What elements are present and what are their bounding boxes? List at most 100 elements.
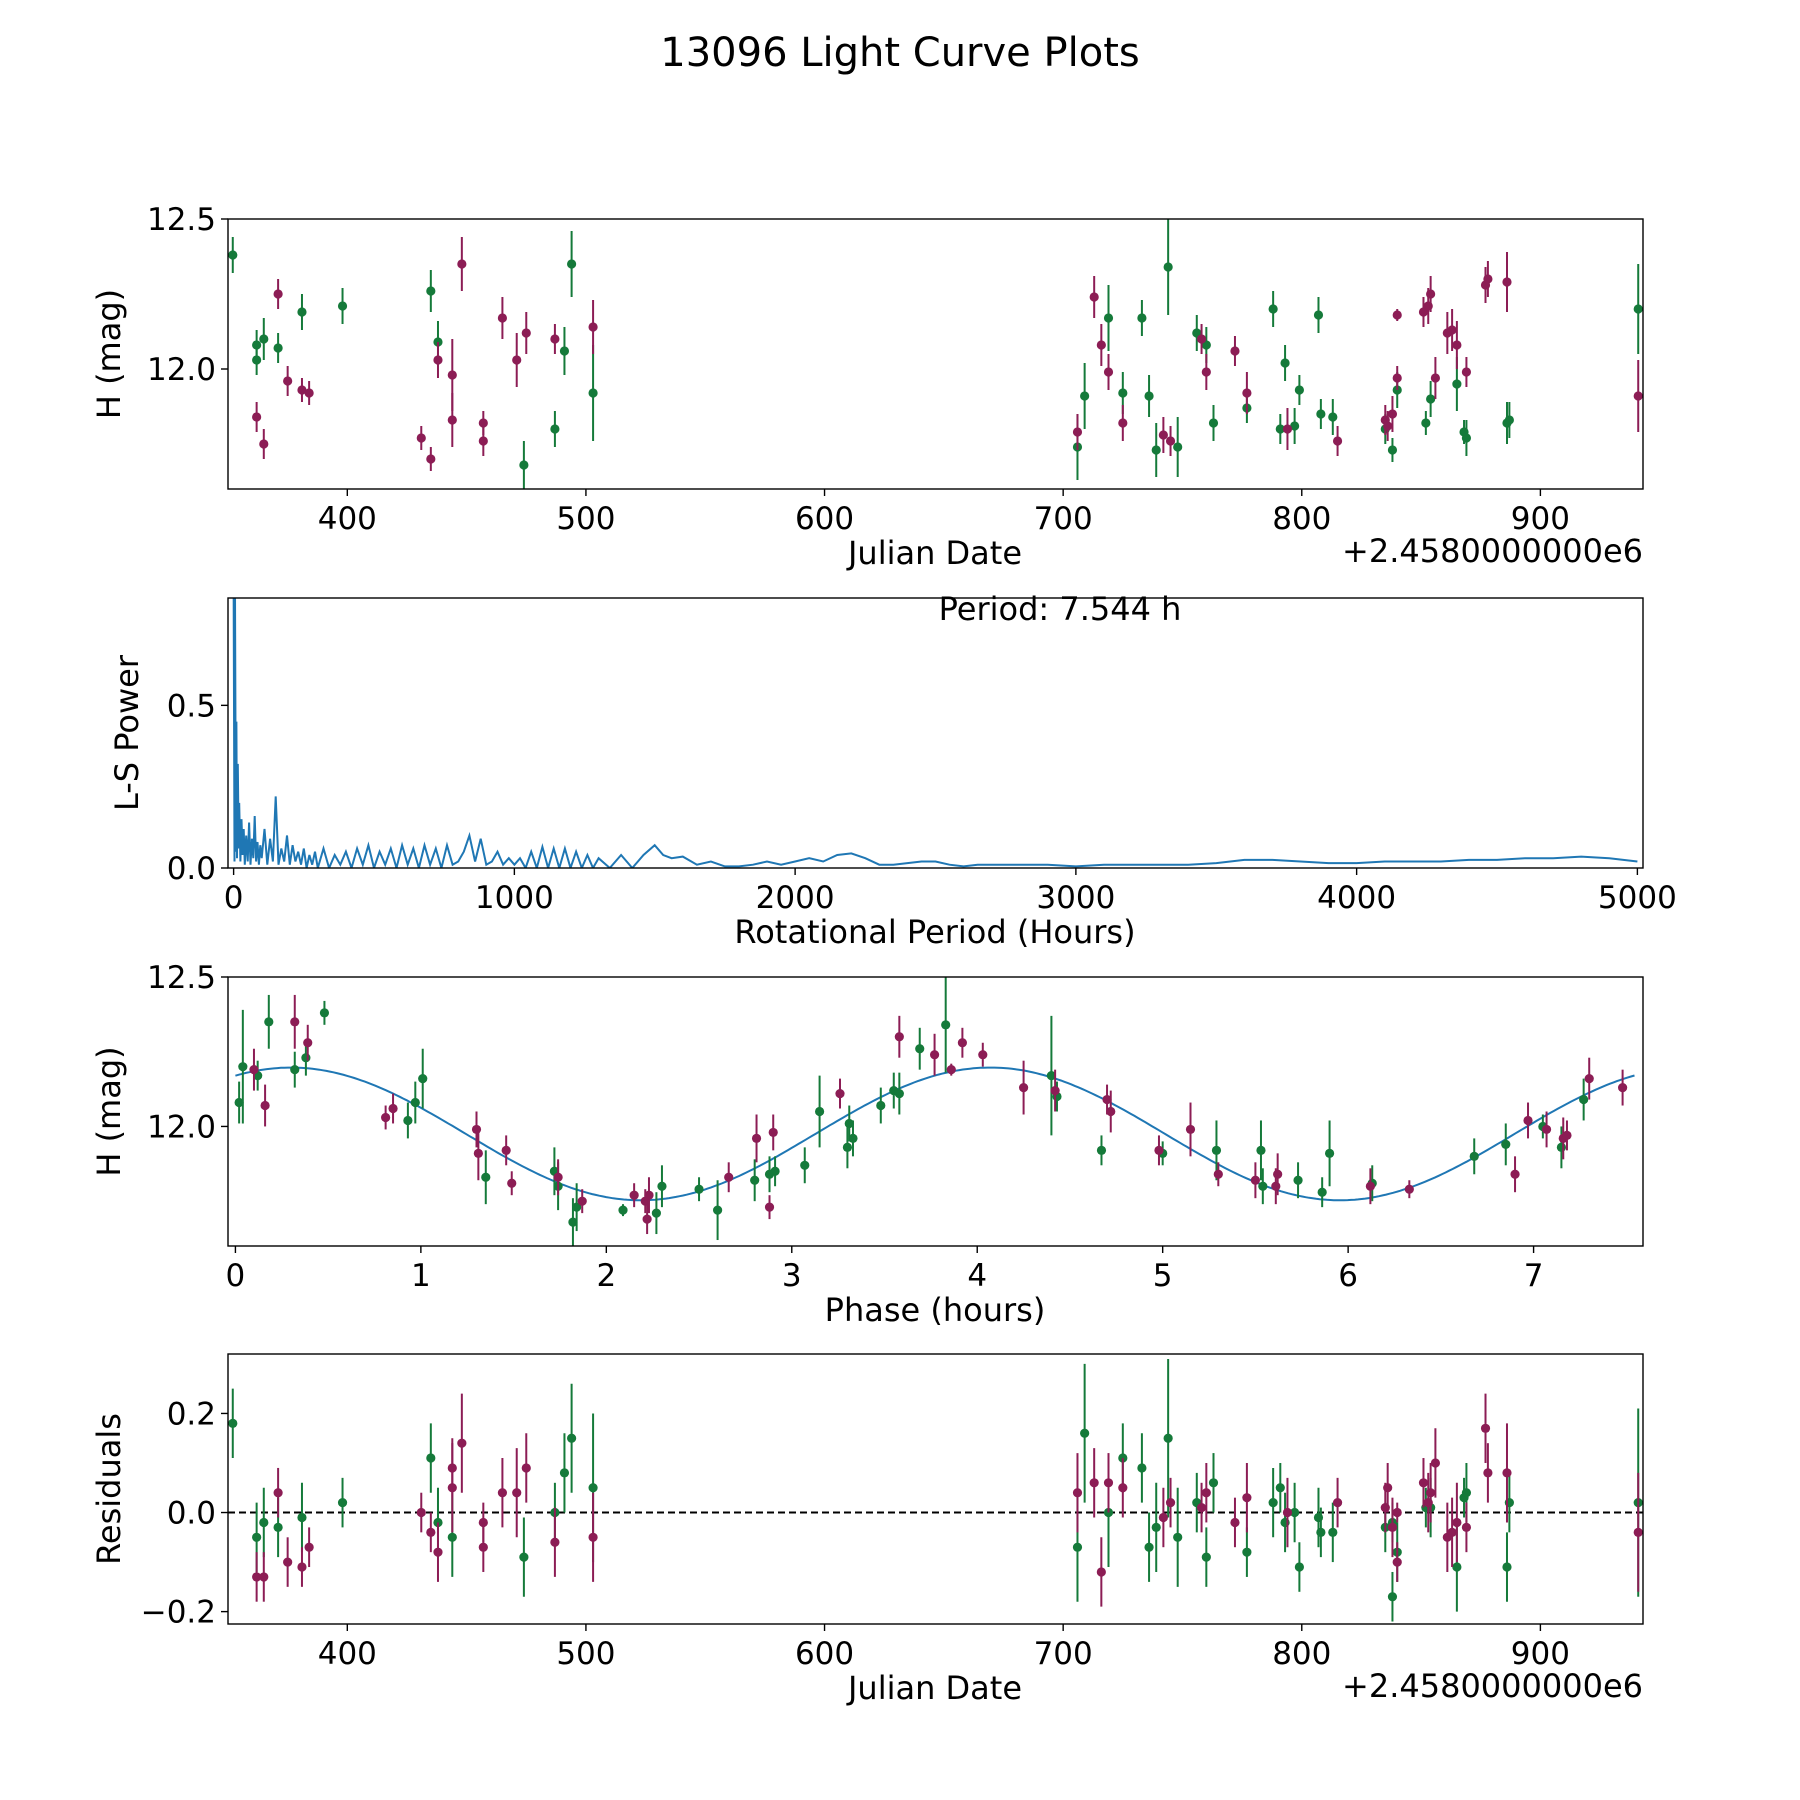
phased-axes-frame: [227, 976, 1644, 1247]
phased-data-point: [568, 1217, 578, 1227]
residuals-data-point: [478, 1542, 488, 1552]
lightcurve-data-point: [297, 385, 307, 395]
residuals-xtick-label: 500: [556, 1636, 615, 1672]
phased-data-point: [572, 1202, 582, 1212]
phased-data-point: [800, 1160, 810, 1170]
lightcurve-data-point: [1313, 310, 1324, 320]
residuals-data-point: [512, 1488, 522, 1498]
lightcurve-data-point: [426, 286, 436, 296]
phased-data-point: [894, 1032, 904, 1042]
phased-data-point: [915, 1044, 925, 1054]
phased-data-point: [303, 1038, 313, 1048]
lightcurve-data-point: [1461, 367, 1472, 377]
phased-series-green: [234, 977, 1589, 1246]
residuals-data-point: [1196, 1502, 1207, 1513]
lightcurve-data-point: [1316, 409, 1326, 419]
lightcurve-ytick-label: 12.0: [147, 352, 216, 388]
residuals-data-point: [1452, 1517, 1462, 1528]
lightcurve-data-point: [550, 334, 560, 344]
lightcurve-xtick-label: 600: [795, 501, 854, 537]
lightcurve-data-point: [1144, 391, 1154, 401]
residuals-data-point: [252, 1572, 262, 1582]
lightcurve-data-point: [559, 346, 570, 356]
residuals-axes-frame: [227, 1353, 1644, 1625]
phased-data-point: [651, 1208, 661, 1218]
lightcurve-data-point: [1387, 409, 1398, 419]
phased-data-point: [501, 1145, 511, 1155]
lightcurve-series-magenta: [252, 237, 1643, 471]
phased-data-point: [1213, 1169, 1223, 1179]
phased-data-point: [1250, 1175, 1261, 1185]
lightcurve-xlabel: Julian Date: [846, 534, 1022, 572]
residuals-ylabel: Residuals: [90, 1413, 128, 1565]
phased-data-point: [319, 1008, 330, 1018]
phased-data-point: [381, 1112, 391, 1123]
residuals-data-point: [457, 1438, 467, 1448]
residuals-data-point: [519, 1552, 529, 1562]
lightcurve-data-point: [1383, 421, 1393, 431]
phased-data-point: [238, 1062, 248, 1072]
phased-data-point: [1579, 1094, 1589, 1105]
residuals-xtick-label: 900: [1511, 1636, 1570, 1672]
residuals-xtick-label: 400: [318, 1636, 377, 1672]
phased-series-magenta: [249, 994, 1628, 1235]
phased-data-point: [724, 1172, 734, 1182]
residuals-data-point: [1137, 1463, 1147, 1473]
residuals-panel: 400 500 600 700 800 900 0.2 0.0 −0.2 Julian Date R…: [90, 1353, 1644, 1707]
lightcurve-data-point: [1387, 445, 1398, 455]
phased-data-point: [1293, 1175, 1303, 1185]
phased-ytick-label: 12.0: [147, 1109, 216, 1145]
residuals-data-point: [550, 1537, 560, 1547]
residuals-xlabel: Julian Date: [846, 1669, 1022, 1707]
phased-data-point: [1541, 1124, 1552, 1135]
residuals-data-point: [1502, 1468, 1512, 1478]
lightcurve-data-point: [1118, 418, 1128, 428]
residuals-data-point: [1290, 1507, 1300, 1518]
phased-data-point: [1256, 1145, 1266, 1155]
phased-data-point: [694, 1184, 704, 1194]
residuals-data-point: [1230, 1517, 1240, 1528]
residuals-data-point: [1387, 1522, 1398, 1532]
residuals-data-point: [1452, 1562, 1462, 1572]
periodogram-xtick-label: 2000: [756, 880, 835, 916]
periodogram-xtick-label: 4000: [1317, 880, 1396, 916]
residuals-data-point: [1072, 1542, 1083, 1552]
residuals-data-point: [1461, 1488, 1472, 1498]
residuals-data-point: [1633, 1527, 1643, 1537]
phased-data-point: [657, 1181, 667, 1191]
residuals-data-point: [273, 1488, 283, 1498]
period-annotation: Period: 7.544 h: [939, 590, 1182, 628]
residuals-data-point: [416, 1507, 426, 1518]
phased-data-point: [301, 1053, 311, 1063]
lightcurve-axes-frame: [227, 218, 1644, 490]
lightcurve-data-point: [1103, 313, 1114, 323]
phased-data-point: [1271, 1181, 1281, 1191]
lightcurve-data-point: [1421, 418, 1431, 428]
phased-data-point: [770, 1166, 780, 1176]
phased-data-point: [642, 1214, 652, 1224]
lightcurve-data-point: [1461, 433, 1472, 443]
residuals-data-point: [1383, 1483, 1393, 1493]
lightcurve-offset-label: +2.4580000000e6: [1342, 532, 1643, 570]
phased-data-point: [814, 1106, 825, 1117]
residuals-data-point: [1328, 1527, 1338, 1537]
lightcurve-data-point: [1118, 388, 1128, 398]
residuals-data-point: [559, 1468, 570, 1478]
lightcurve-data-point: [1173, 442, 1183, 452]
lightcurve-data-point: [1242, 388, 1252, 398]
phased-data-point: [957, 1038, 967, 1048]
residuals-data-point: [1418, 1478, 1429, 1488]
phased-data-point: [1154, 1145, 1164, 1155]
phased-data-point: [290, 1017, 300, 1027]
residuals-data-point: [447, 1532, 457, 1542]
lightcurve-data-point: [1633, 304, 1643, 314]
residuals-data-point: [588, 1532, 598, 1542]
phased-data-point: [481, 1172, 491, 1182]
lightcurve-data-point: [297, 307, 307, 317]
phased-data-point: [844, 1118, 854, 1129]
periodogram-power-line: [232, 598, 1638, 868]
residuals-data-point: [1426, 1488, 1436, 1498]
lightcurve-data-point: [259, 334, 269, 344]
phased-data-point: [1618, 1082, 1628, 1093]
